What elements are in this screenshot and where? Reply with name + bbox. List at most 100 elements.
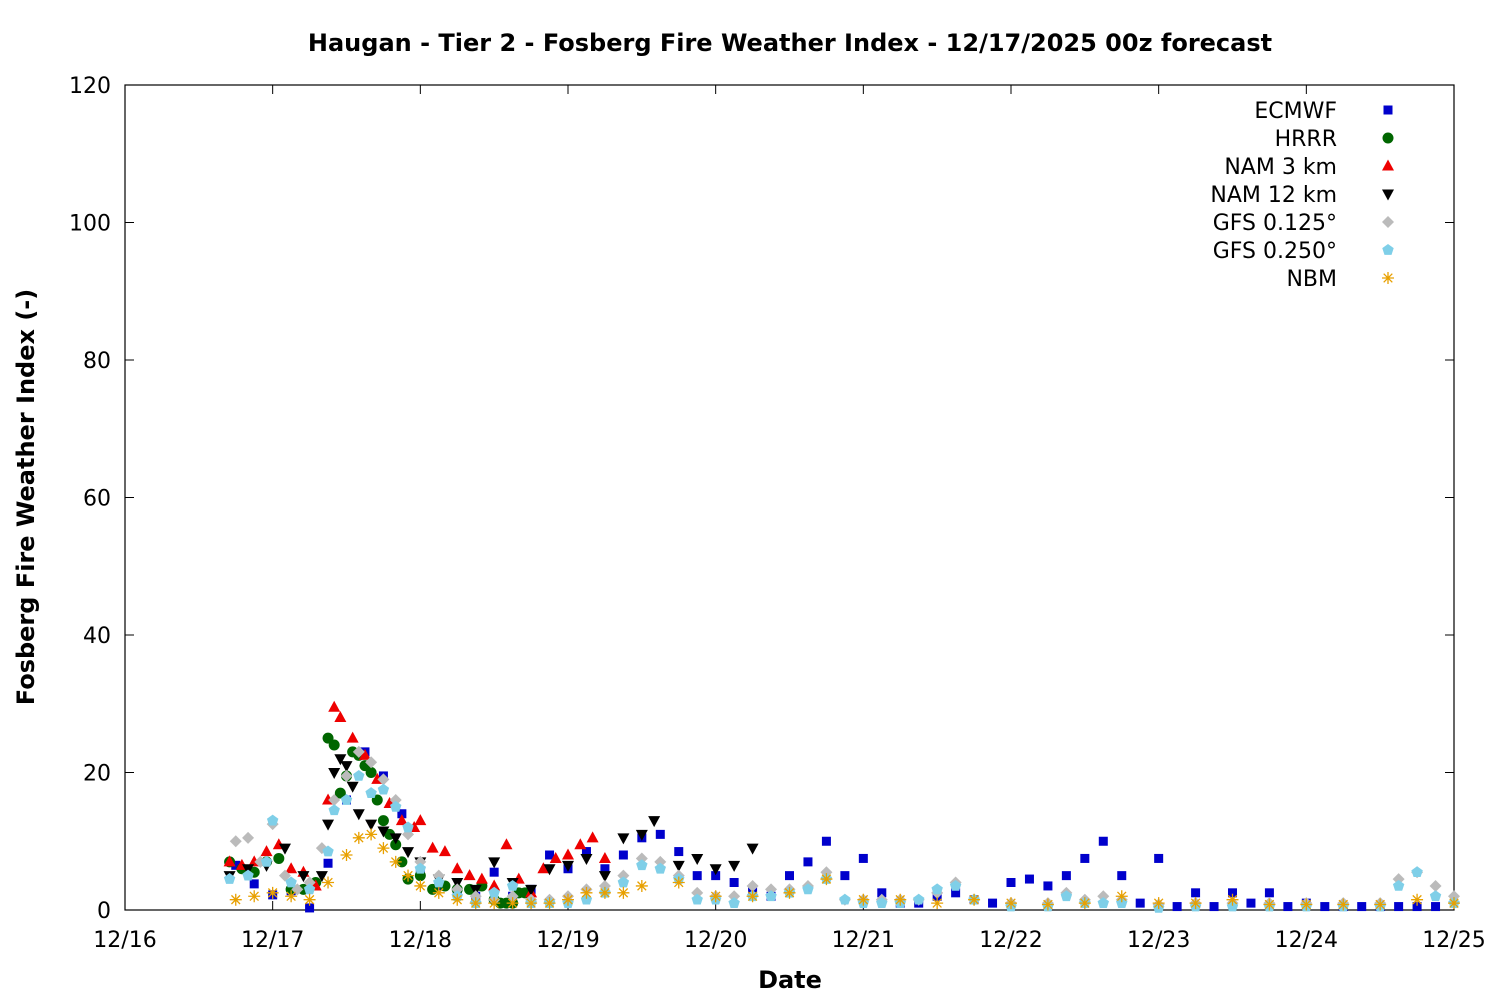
data-point: [562, 848, 574, 860]
data-point: [377, 783, 390, 795]
data-point: [432, 869, 445, 882]
data-point: [968, 893, 981, 906]
y-tick-label: 60: [83, 487, 111, 512]
data-point: [765, 890, 777, 902]
legend-label: NAM 3 km: [1224, 155, 1337, 180]
data-point: [402, 847, 415, 859]
plot-frame: [124, 84, 1455, 911]
data-point: [635, 879, 648, 892]
data-point: [1374, 898, 1387, 911]
data-point: [389, 794, 402, 806]
x-tick-label: 12/19: [536, 928, 599, 953]
data-point: [728, 860, 741, 872]
x-tick-label: 12/24: [1275, 928, 1338, 953]
data-point: [543, 864, 556, 876]
data-point: [395, 814, 408, 826]
data-point: [1264, 888, 1274, 898]
data-point: [346, 731, 359, 743]
data-point: [586, 831, 599, 843]
data-point: [635, 829, 648, 841]
data-point: [858, 853, 868, 863]
data-point: [949, 879, 962, 891]
data-point: [328, 794, 341, 806]
data-point: [340, 849, 353, 861]
data-point: [857, 893, 870, 906]
data-point: [488, 897, 501, 910]
data-point: [618, 850, 628, 860]
data-point: [328, 768, 341, 779]
data-point: [432, 886, 445, 899]
data-point: [728, 897, 740, 908]
data-point: [1411, 893, 1424, 906]
data-point: [352, 809, 365, 821]
data-point: [278, 843, 291, 855]
data-point: [617, 869, 630, 882]
legend-marker: [1382, 159, 1394, 171]
x-axis-label: Date: [758, 966, 822, 994]
data-point: [598, 851, 611, 863]
data-point: [692, 871, 702, 881]
data-point: [931, 897, 944, 910]
data-point: [389, 833, 402, 845]
data-point: [334, 711, 347, 722]
data-point: [266, 886, 279, 899]
data-point: [1320, 902, 1330, 912]
data-point: [674, 847, 684, 857]
data-point: [488, 886, 500, 898]
legend-label: ECMWF: [1254, 99, 1337, 124]
data-point: [249, 879, 259, 889]
data-point: [672, 860, 685, 872]
data-point: [223, 873, 236, 884]
data-point: [691, 886, 704, 899]
x-tick-label: 12/18: [389, 928, 452, 953]
data-point: [285, 876, 297, 888]
data-point: [655, 829, 665, 839]
data-point: [931, 883, 943, 895]
data-point: [1152, 897, 1165, 910]
data-point: [543, 897, 556, 910]
x-tick-label: 12/16: [93, 928, 156, 953]
data-point: [488, 857, 501, 869]
data-point: [334, 754, 347, 766]
data-point: [600, 864, 610, 874]
data-point: [389, 855, 402, 868]
chart-title: Haugan - Tier 2 - Fosberg Fire Weather I…: [308, 29, 1272, 57]
data-point: [346, 781, 359, 793]
data-point: [839, 893, 851, 905]
data-point: [352, 745, 365, 758]
data-point: [278, 869, 291, 882]
series-5: [223, 769, 1460, 913]
legend-marker: [1382, 189, 1394, 201]
y-tick-label: 120: [69, 74, 111, 99]
x-tick-label: 12/17: [241, 928, 304, 953]
legend-marker: [1383, 105, 1393, 115]
data-point: [506, 879, 519, 891]
data-point: [248, 890, 261, 903]
data-point: [654, 862, 666, 874]
data-point: [1429, 879, 1442, 892]
data-point: [305, 903, 315, 913]
data-point: [397, 809, 407, 819]
data-point: [1043, 881, 1053, 891]
data-point: [877, 888, 887, 898]
data-point: [636, 859, 648, 871]
data-point: [1117, 871, 1127, 881]
data-point: [438, 845, 451, 857]
legend: ECMWF HRRR NAM 3 km NAM 12 km GFS 0.125° GFS …: [1210, 99, 1394, 292]
data-point: [525, 897, 538, 910]
y-tick-label: 100: [69, 212, 111, 237]
data-point: [390, 839, 402, 851]
data-point: [654, 855, 667, 868]
data-point: [1080, 853, 1090, 863]
data-point: [1263, 898, 1276, 911]
data-point: [580, 886, 593, 899]
data-point: [635, 852, 648, 865]
data-point: [463, 869, 476, 881]
x-tick-label: 12/23: [1127, 928, 1190, 953]
data-point: [303, 893, 316, 906]
data-point: [1060, 890, 1073, 902]
data-point: [537, 862, 550, 874]
data-point: [353, 769, 365, 781]
legend-marker: [1382, 272, 1394, 284]
data-point: [672, 876, 685, 889]
